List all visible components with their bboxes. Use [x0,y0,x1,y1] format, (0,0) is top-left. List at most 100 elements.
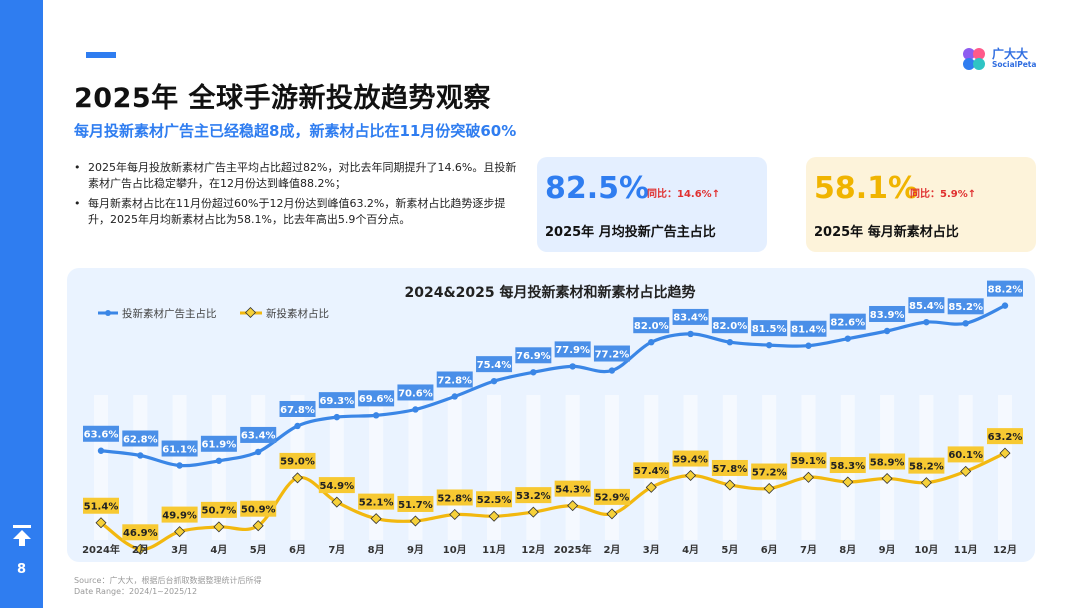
x-tick-label: 5月 [721,544,738,556]
data-label-new-creatives: 52.9% [595,493,630,504]
data-label-advertisers-bg [200,435,237,452]
data-label-new-creatives: 53.2% [516,491,551,502]
title-accent-bar [86,52,116,58]
data-label-advertisers-bg [869,305,906,322]
stat-yoy: 同比：14.6%↑ [647,189,721,200]
data-point-new-creatives [409,515,421,527]
data-label-new-creatives-bg [436,489,473,506]
data-label-advertisers-bg [83,425,119,442]
data-label-advertisers-bg [122,430,159,447]
data-label-new-creatives: 63.2% [988,432,1023,443]
x-tick-label: 7月 [328,544,345,556]
data-point-new-creatives [252,520,264,532]
bullet-item: 2025年每月投放新素材广告主平均占比超过82%，对比去年同期提升了14.6%。… [72,160,527,192]
legend-marker-blue [105,310,111,316]
stat-card-advertisers: 82.5% 同比：14.6%↑ 2025年 月均投新广告主占比 [537,157,767,252]
data-label-new-creatives: 52.1% [359,497,394,508]
data-point-advertisers [490,377,498,385]
data-point-advertisers [137,452,144,459]
data-point-new-creatives [685,470,697,482]
data-label-new-creatives-bg [987,428,1023,445]
data-point-advertisers [372,412,380,419]
data-label-new-creatives: 49.9% [162,510,197,521]
data-point-new-creatives [488,510,500,522]
x-tick-label: 10月 [914,544,938,556]
x-tick-label: 5月 [250,544,267,556]
data-label-advertisers: 67.8% [280,405,315,416]
data-label-new-creatives-bg [593,488,630,505]
data-label-new-creatives-bg [908,457,945,474]
data-label-new-creatives: 59.0% [280,457,315,468]
x-tick-label: 9月 [407,544,424,556]
x-tick-label: 4月 [210,544,227,556]
data-point-new-creatives [95,517,107,529]
x-tick-label: 8月 [368,544,385,556]
data-label-advertisers: 75.4% [477,360,512,371]
data-point-advertisers [726,339,734,346]
data-point-new-creatives [881,472,893,485]
data-point-new-creatives [292,472,304,484]
data-label-new-creatives-bg [711,459,748,476]
data-label-advertisers: 72.8% [437,375,472,386]
data-point-advertisers [215,457,223,464]
data-point-new-creatives [763,483,775,495]
data-label-new-creatives-bg [83,497,119,514]
legend-label: 新投素材占比 [266,307,329,320]
stat-yoy: 同比：5.9%↑ [910,189,977,200]
page-number: 8 [16,562,27,577]
data-label-new-creatives: 50.7% [202,506,237,517]
data-label-new-creatives: 57.2% [752,467,787,478]
data-label-advertisers: 70.6% [398,388,433,399]
data-point-advertisers [569,363,576,370]
data-label-advertisers-bg [711,317,748,334]
data-label-advertisers-bg [397,384,434,401]
legend-marker-yellow [244,306,257,319]
logo: 广大大 SocialPeta [962,45,1072,75]
data-label-advertisers-bg [633,317,670,334]
data-label-advertisers: 63.4% [241,431,276,442]
data-point-advertisers [923,318,930,326]
data-label-new-creatives: 57.4% [634,466,669,477]
data-label-new-creatives-bg [790,452,827,469]
data-label-new-creatives: 54.3% [555,484,590,495]
data-label-advertisers: 76.9% [516,351,551,362]
data-label-new-creatives-bg [751,463,788,480]
stat-caption: 2025年 月均投新广告主占比 [545,225,716,240]
back-to-top-icon[interactable] [12,524,32,548]
data-label-new-creatives-bg [240,500,277,517]
data-point-new-creatives [567,500,579,512]
data-point-advertisers [451,393,458,400]
data-label-advertisers-bg [554,341,591,358]
data-point-advertisers [765,341,773,349]
data-label-advertisers: 69.6% [359,394,394,405]
data-label-new-creatives-bg [279,452,316,469]
data-point-new-creatives [920,477,932,489]
series-line-advertisers [99,304,1007,468]
data-label-new-creatives: 57.8% [713,464,748,475]
data-point-new-creatives [645,481,657,493]
data-point-new-creatives [331,496,343,508]
data-label-new-creatives-bg [200,501,237,518]
data-label-advertisers: 61.9% [202,440,237,451]
data-label-new-creatives-bg [476,491,513,508]
stat-card-new-creatives: 58.1% 同比：5.9%↑ 2025年 每月新素材占比 [806,157,1036,252]
x-tick-label: 2025年 [554,543,592,556]
x-tick-label: 4月 [682,544,699,556]
data-label-advertisers-bg [947,298,984,315]
data-point-new-creatives [842,476,854,488]
data-label-advertisers-bg [672,308,709,325]
data-label-advertisers: 82.0% [713,321,748,332]
data-label-new-creatives: 50.9% [241,504,276,515]
logo-subtext: SocialPeta [992,60,1037,69]
logo-text: 广大大 [992,47,1029,61]
data-label-new-creatives: 59.1% [791,456,826,467]
page-subtitle: 每月投新素材广告主已经稳超8成，新素材占比在11月份突破60% [74,122,517,140]
data-label-advertisers: 82.6% [830,317,865,328]
data-label-new-creatives: 58.2% [909,461,944,472]
data-label-advertisers-bg [161,440,198,457]
data-label-advertisers: 63.6% [84,430,119,441]
data-label-new-creatives-bg [318,477,355,494]
data-label-advertisers: 85.4% [909,301,944,312]
data-label-advertisers-bg [240,426,277,443]
data-label-advertisers: 83.4% [673,313,708,324]
